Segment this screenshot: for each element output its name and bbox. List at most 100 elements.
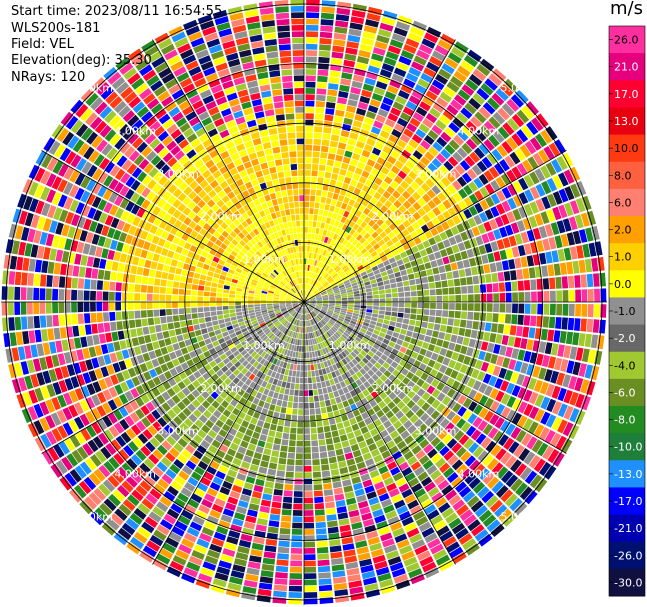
velocity-gate <box>182 333 190 340</box>
velocity-gate <box>232 377 240 385</box>
velocity-gate <box>437 39 452 51</box>
velocity-gate <box>380 222 388 231</box>
velocity-gate <box>123 445 134 457</box>
velocity-gate <box>475 235 484 246</box>
velocity-gate <box>410 291 417 297</box>
velocity-gate <box>290 383 295 390</box>
velocity-gate <box>204 555 219 565</box>
velocity-gate <box>319 203 325 210</box>
velocity-gate <box>474 190 484 201</box>
velocity-gate <box>305 314 307 321</box>
velocity-gate <box>157 478 170 490</box>
velocity-gate <box>96 312 103 323</box>
velocity-gate <box>255 346 262 353</box>
velocity-gate <box>224 280 231 286</box>
velocity-gate <box>327 277 333 283</box>
velocity-gate <box>339 466 349 475</box>
velocity-gate <box>254 294 261 298</box>
velocity-gate <box>235 267 243 274</box>
velocity-gate <box>441 221 450 231</box>
velocity-gate <box>336 214 343 222</box>
velocity-gate <box>228 413 237 422</box>
velocity-gate <box>1 302 8 316</box>
velocity-gate <box>304 195 310 202</box>
velocity-gate <box>317 388 323 395</box>
velocity-gate <box>51 176 63 190</box>
velocity-gate <box>332 287 339 291</box>
velocity-gate <box>311 370 316 377</box>
velocity-gate <box>229 265 237 271</box>
velocity-gate <box>198 55 212 65</box>
velocity-gate <box>279 360 285 368</box>
velocity-gate <box>277 258 282 265</box>
velocity-gate <box>397 195 407 204</box>
velocity-gate <box>294 272 298 278</box>
velocity-gate <box>110 513 124 526</box>
velocity-gate <box>209 297 216 302</box>
velocity-gate <box>311 376 317 383</box>
velocity-gate <box>315 107 325 114</box>
velocity-gate <box>102 291 109 301</box>
velocity-gate <box>166 280 174 288</box>
velocity-gate <box>304 547 316 554</box>
velocity-gate <box>233 137 243 146</box>
velocity-gate <box>275 312 282 316</box>
velocity-gate <box>233 77 246 86</box>
velocity-gate <box>124 91 138 104</box>
velocity-gate <box>373 269 380 275</box>
velocity-gate <box>313 389 318 396</box>
velocity-gate <box>335 298 342 301</box>
velocity-gate <box>366 236 374 243</box>
velocity-gate <box>307 245 310 252</box>
velocity-gate <box>316 547 329 554</box>
velocity-gate <box>97 355 106 367</box>
velocity-gate <box>279 413 286 420</box>
velocity-gate <box>287 282 293 288</box>
velocity-gate <box>204 32 219 42</box>
velocity-gate <box>413 236 422 245</box>
velocity-gate <box>514 257 522 269</box>
velocity-gate <box>428 282 436 289</box>
velocity-gate <box>266 242 273 249</box>
velocity-gate <box>343 210 350 218</box>
velocity-gate <box>294 478 303 485</box>
velocity-gate <box>226 448 237 457</box>
velocity-gate <box>346 251 353 258</box>
velocity-gate <box>314 370 320 377</box>
velocity-gate <box>204 434 214 444</box>
velocity-gate <box>289 389 295 396</box>
velocity-gate <box>173 442 184 453</box>
velocity-gate <box>432 267 440 275</box>
velocity-gate <box>204 122 216 132</box>
velocity-gate <box>160 456 172 468</box>
velocity-gate <box>116 241 124 252</box>
velocity-gate <box>292 304 299 307</box>
velocity-gate <box>294 208 300 214</box>
velocity-gate <box>147 425 158 436</box>
velocity-gate <box>212 154 222 164</box>
velocity-gate <box>103 175 114 187</box>
velocity-gate <box>322 280 327 286</box>
velocity-gate <box>305 31 319 38</box>
velocity-gate <box>255 524 267 532</box>
velocity-gate <box>225 433 235 442</box>
velocity-gate <box>102 389 113 401</box>
velocity-gate <box>446 271 453 280</box>
velocity-gate <box>136 124 148 136</box>
velocity-gate <box>466 276 473 285</box>
velocity-gate <box>164 223 173 233</box>
velocity-gate <box>102 415 113 428</box>
velocity-gate <box>235 291 242 295</box>
velocity-gate <box>416 284 423 291</box>
velocity-gate <box>147 213 157 224</box>
velocity-gate <box>476 160 488 173</box>
velocity-gate <box>169 243 178 252</box>
velocity-gate <box>364 224 372 232</box>
velocity-gate <box>396 281 404 288</box>
velocity-gate <box>142 326 150 335</box>
velocity-gate <box>295 285 299 291</box>
velocity-gate <box>222 508 235 517</box>
velocity-gate <box>107 71 122 85</box>
velocity-gate <box>243 254 250 261</box>
velocity-gate <box>148 470 160 482</box>
